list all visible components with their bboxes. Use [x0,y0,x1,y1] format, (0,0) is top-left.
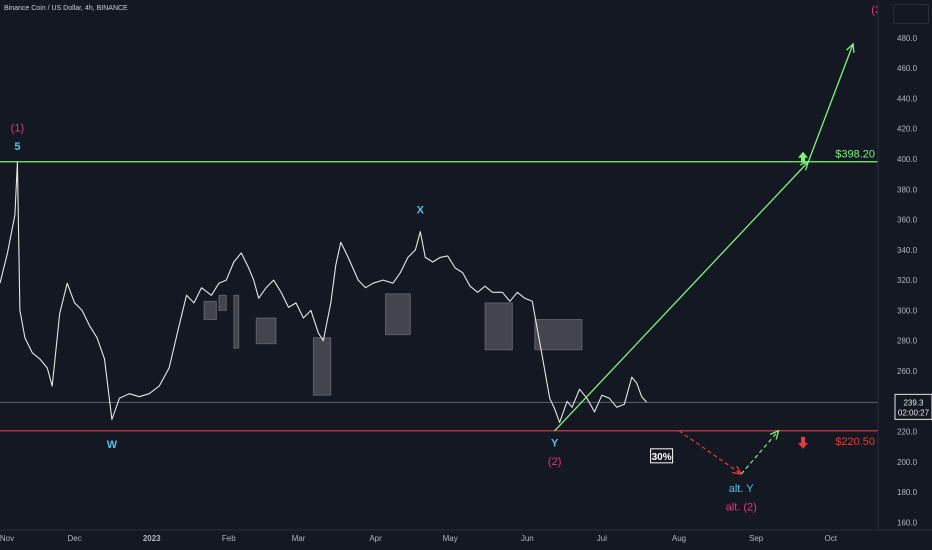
y-tick-label-340: 340.0 [897,246,918,255]
zone-box-5 [385,293,411,336]
y-tick-label-360: 360.0 [897,216,918,225]
x-tick-label-jun: Jun [521,534,534,543]
price-axis[interactable] [878,0,932,550]
wave-label-5: (2) [548,456,561,468]
y-tick-label-400: 400.0 [897,155,918,164]
zone-box-2 [233,294,240,349]
current-price-value: 239.3 [903,398,924,407]
wave-label-7: alt. Y [729,483,755,495]
y-tick-label-280: 280.0 [897,337,918,346]
wave-label-2: W [107,439,118,451]
level-label-1: $220.50 [835,436,875,448]
y-tick-label-420: 420.0 [897,125,918,134]
y-tick-label-440: 440.0 [897,94,918,103]
y-tick-label-160: 160.0 [897,518,918,527]
y-tick-label-180: 180.0 [897,488,918,497]
x-tick-label-mar: Mar [292,534,306,543]
y-tick-label-220: 220.0 [897,428,918,437]
price-series-line [0,161,648,424]
x-tick-label-feb: Feb [222,534,236,543]
y-tick-label-460: 460.0 [897,64,918,73]
y-tick-label-380: 380.0 [897,185,918,194]
y-tick-label-480: 480.0 [897,34,918,43]
y-tick-label-260: 260.0 [897,367,918,376]
x-tick-label-apr: Apr [369,534,382,543]
y-tick-label-300: 300.0 [897,306,918,315]
projection-alt-arrowhead-up [769,429,780,440]
x-tick-label-sep: Sep [749,534,764,543]
chart-settings-box[interactable] [893,4,929,24]
projection-alt-arrowhead-down [732,465,743,475]
x-tick-label-2023: 2023 [143,534,161,543]
zone-box-1 [218,294,227,311]
wave-label-4: Y [551,438,559,450]
current-price-tag [894,393,932,420]
wave-label-1: 5 [14,141,20,153]
x-tick-label-dec: Dec [68,534,82,543]
wave-label-0: (1) [11,123,24,135]
y-tick-label-320: 320.0 [897,276,918,285]
projection-arrowhead-mid [799,160,810,171]
level-arrow-icon-0 [798,151,808,163]
projection-arrowhead-end [846,42,855,53]
projection-alt-down [678,430,742,475]
zone-box-3 [255,317,277,345]
y-tick-label-200: 200.0 [897,458,918,467]
zone-box-0 [203,300,217,321]
projection-main-line [554,43,854,432]
projection-alt-up [740,430,779,475]
current-price-countdown: 02:00:27 [898,408,930,417]
zone-box-7 [534,319,583,351]
x-tick-label-may: May [443,534,458,543]
symbol-title: Binance Coin / US Dollar, 4h, BINANCE [4,5,128,12]
zone-box-6 [484,302,513,351]
x-tick-label-oct: Oct [825,534,838,543]
x-tick-label-aug: Aug [672,534,686,543]
level-arrow-icon-1 [798,436,808,449]
zone-box-4 [312,337,332,396]
percent-annotation-text: 30% [652,452,672,463]
percent-annotation-box [650,448,674,464]
wave-label-3: X [417,205,425,217]
x-tick-label-jul: Jul [597,534,607,543]
level-label-0: $398.20 [835,149,875,161]
wave-label-8: alt. (2) [726,501,757,513]
x-tick-label-nov: Nov [0,534,14,543]
